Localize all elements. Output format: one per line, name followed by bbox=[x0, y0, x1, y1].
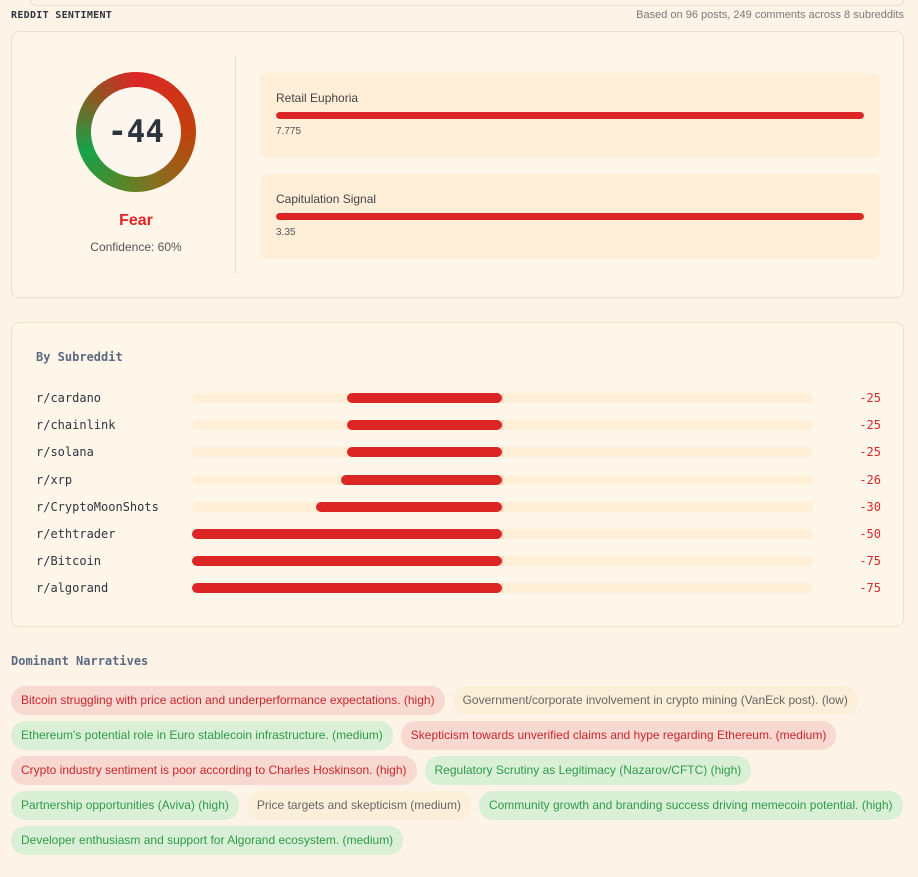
narrative-tag: Community growth and branding success dr… bbox=[478, 791, 903, 820]
subreddit-name: r/solana bbox=[36, 445, 94, 460]
zero-line bbox=[502, 393, 503, 403]
metric-label: Retail Euphoria bbox=[276, 91, 359, 105]
subreddit-score-track bbox=[192, 501, 813, 512]
subreddit-row: r/cardano -25 bbox=[36, 390, 881, 406]
subreddit-row: r/Bitcoin -75 bbox=[36, 553, 881, 569]
subreddit-section-title: By Subreddit bbox=[36, 350, 123, 364]
subreddit-score-bar bbox=[316, 501, 502, 512]
subreddit-score-bar bbox=[347, 420, 502, 431]
subreddit-score-bar bbox=[192, 583, 502, 594]
section-header: REDDIT SENTIMENT Based on 96 posts, 249 … bbox=[11, 8, 904, 22]
subreddit-row: r/solana -25 bbox=[36, 444, 881, 460]
sample-size-caption: Based on 96 posts, 249 comments across 8… bbox=[636, 9, 904, 21]
sentiment-gauge: -44 bbox=[76, 72, 196, 192]
subreddit-score: -25 bbox=[859, 418, 881, 433]
confidence-text: Confidence: 60% bbox=[90, 240, 182, 254]
narrative-tag: Ethereum's potential role in Euro stable… bbox=[11, 721, 393, 750]
narrative-tag: Crypto industry sentiment is poor accord… bbox=[11, 756, 417, 785]
section-title: REDDIT SENTIMENT bbox=[11, 9, 113, 21]
subreddit-score: -25 bbox=[859, 445, 881, 460]
metric-label: Capitulation Signal bbox=[276, 192, 377, 206]
metric-bar bbox=[276, 213, 864, 220]
metric-capitulation-signal: Capitulation Signal 3.35 bbox=[260, 174, 880, 259]
subreddit-score: -25 bbox=[859, 391, 881, 405]
gauge-center: -44 bbox=[91, 87, 181, 177]
subreddit-card: By Subreddit r/cardano -25 r/chainlink -25 r… bbox=[11, 322, 904, 627]
subreddit-score: -75 bbox=[859, 554, 881, 569]
subreddit-score-track bbox=[192, 447, 813, 458]
metric-value: 7.775 bbox=[276, 126, 302, 137]
subreddit-name: r/Bitcoin bbox=[36, 554, 102, 569]
subreddit-name: r/ethtrader bbox=[36, 527, 116, 541]
subreddit-name: r/xrp bbox=[36, 472, 73, 487]
metric-bar bbox=[276, 112, 864, 119]
subreddit-row: r/chainlink -25 bbox=[36, 417, 881, 433]
narrative-tag: Price targets and skepticism (medium) bbox=[246, 791, 471, 820]
metric-bar-fill bbox=[276, 213, 864, 220]
vertical-divider bbox=[235, 56, 236, 273]
subreddit-score-track bbox=[192, 556, 813, 567]
previous-card-edge bbox=[30, 0, 904, 6]
metric-value: 3.35 bbox=[276, 227, 296, 238]
metric-retail-euphoria: Retail Euphoria 7.775 bbox=[260, 73, 880, 158]
narratives-title: Dominant Narratives bbox=[11, 654, 149, 668]
sentiment-label: Fear bbox=[119, 212, 153, 229]
subreddit-row: r/xrp -26 bbox=[36, 472, 881, 488]
narrative-tag: Regulatory Scrutiny as Legitimacy (Nazar… bbox=[424, 756, 752, 785]
sentiment-card: -44 Fear Confidence: 60% Retail Euphoria… bbox=[11, 31, 904, 298]
narrative-tag: Bitcoin struggling with price action and… bbox=[11, 686, 445, 715]
subreddit-score: -26 bbox=[859, 472, 881, 487]
zero-line bbox=[502, 501, 503, 512]
zero-line bbox=[502, 583, 503, 594]
narrative-tag: Skepticism towards unverified claims and… bbox=[400, 721, 837, 750]
subreddit-score-track bbox=[192, 529, 813, 539]
zero-line bbox=[502, 474, 503, 485]
subreddit-row: r/ethtrader -50 bbox=[36, 526, 881, 542]
subreddit-score: -30 bbox=[859, 499, 881, 514]
subreddit-row: r/algorand -75 bbox=[36, 580, 881, 596]
subreddit-score-track bbox=[192, 474, 813, 485]
narrative-tags: Bitcoin struggling with price action and… bbox=[11, 686, 911, 855]
narrative-tag: Government/corporate involvement in cryp… bbox=[452, 686, 858, 715]
zero-line bbox=[502, 447, 503, 458]
subreddit-score-bar bbox=[192, 556, 502, 567]
zero-line bbox=[502, 556, 503, 567]
subreddit-score-bar bbox=[347, 393, 502, 403]
subreddit-name: r/chainlink bbox=[36, 418, 116, 433]
narrative-tag: Developer enthusiasm and support for Alg… bbox=[11, 826, 404, 855]
narrative-tag: Partnership opportunities (Aviva) (high) bbox=[11, 791, 239, 820]
zero-line bbox=[502, 529, 503, 539]
subreddit-score: -50 bbox=[859, 527, 881, 541]
subreddit-score-track bbox=[192, 583, 813, 594]
subreddit-score-bar bbox=[192, 529, 502, 539]
sentiment-score: -44 bbox=[108, 114, 164, 150]
subreddit-row: r/CryptoMoonShots -30 bbox=[36, 499, 881, 515]
subreddit-score-bar bbox=[340, 474, 502, 485]
subreddit-score: -75 bbox=[859, 581, 881, 596]
zero-line bbox=[502, 420, 503, 431]
subreddit-score-bar bbox=[347, 447, 502, 458]
subreddit-name: r/CryptoMoonShots bbox=[36, 499, 159, 514]
subreddit-score-track bbox=[192, 420, 813, 431]
metric-bar-fill bbox=[276, 112, 864, 119]
subreddit-name: r/cardano bbox=[36, 391, 102, 405]
subreddit-score-track bbox=[192, 393, 813, 403]
subreddit-name: r/algorand bbox=[36, 581, 109, 596]
